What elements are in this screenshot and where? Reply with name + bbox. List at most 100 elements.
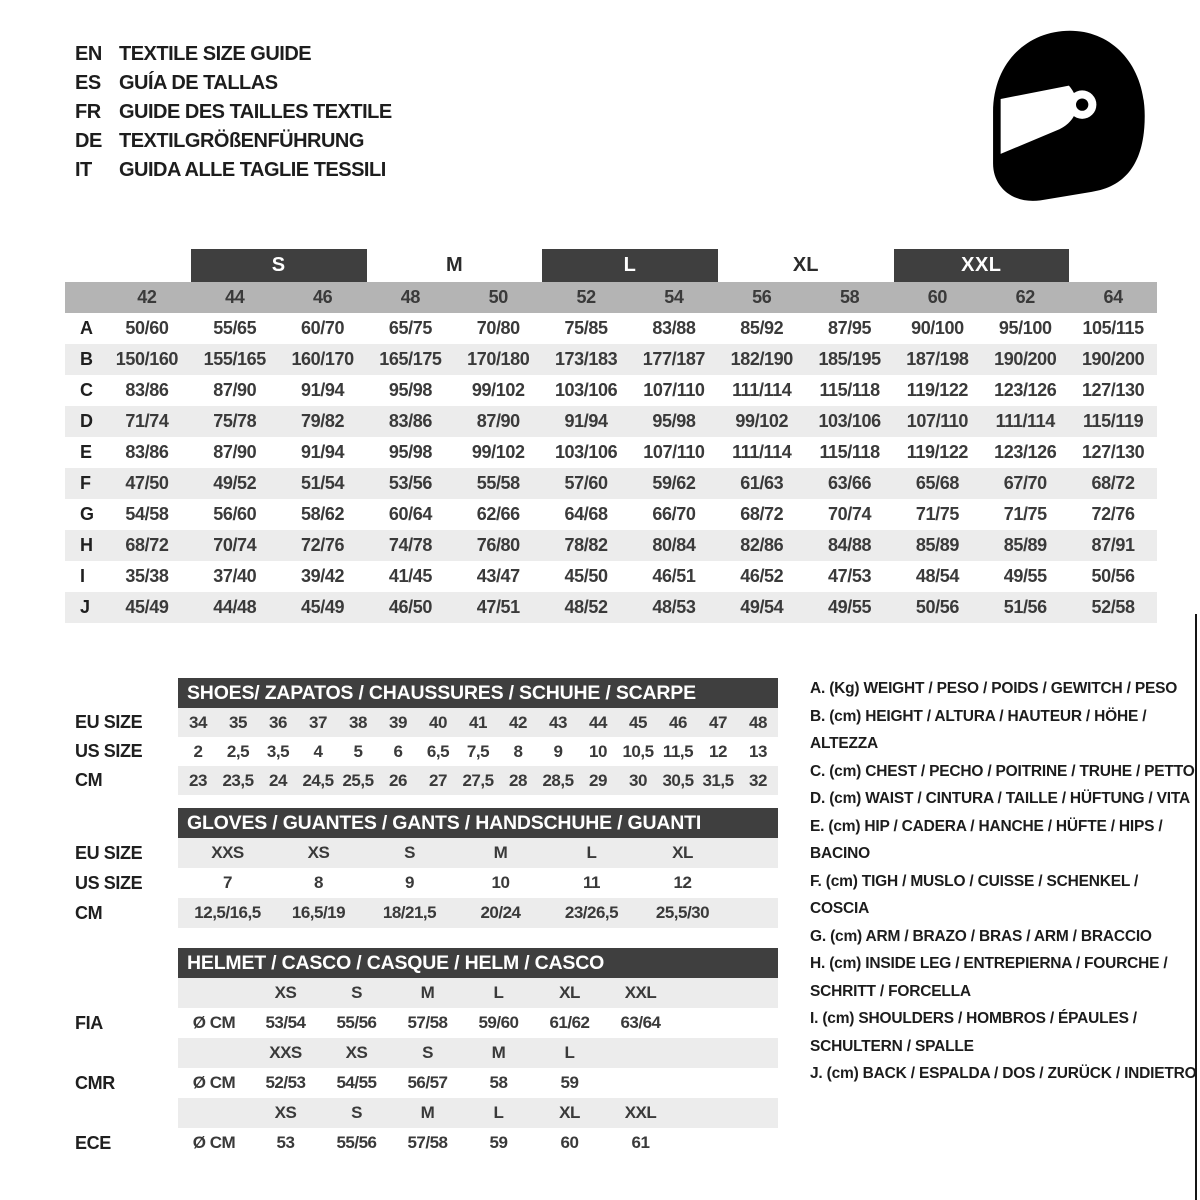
- measure-value: 48/53: [652, 597, 696, 617]
- measure-value: 39/42: [301, 566, 345, 586]
- helmet-value: 59: [489, 1133, 508, 1152]
- size-number: 64: [1103, 287, 1123, 307]
- helmet-value: 59/60: [478, 1013, 519, 1032]
- language-row: ES GUÍA DE TALLAS: [75, 69, 392, 98]
- helmet-size-label: S: [422, 1043, 433, 1062]
- size-band-row: S M L XL XXL: [65, 249, 1157, 282]
- measure-value: 177/187: [642, 349, 706, 369]
- language-title: GUÍA DE TALLAS: [119, 72, 278, 94]
- measure-value: 47/51: [476, 597, 520, 617]
- legend-item: I. (cm) SHOULDERS / HOMBROS / ÉPAULES / …: [810, 1010, 1137, 1055]
- shoes-value: 39: [389, 712, 407, 732]
- measure-value: 173/183: [554, 349, 618, 369]
- language-row: FR GUIDE DES TAILLES TEXTILE: [75, 98, 392, 127]
- gloves-value: 8: [314, 873, 323, 892]
- measure-value: 71/74: [125, 411, 169, 431]
- measure-value: 155/165: [203, 349, 267, 369]
- measure-value: 63/66: [828, 473, 872, 493]
- legend-item: E. (cm) HIP / CADERA / HANCHE / HÜFTE / …: [810, 817, 1163, 863]
- shoes-value: 38: [349, 712, 367, 732]
- gloves-value: 18/21,5: [382, 903, 437, 922]
- helmet-unit-label: Ø CM: [192, 1073, 236, 1092]
- measure-value: 51/54: [301, 473, 345, 493]
- helmet-size-label: M: [491, 1043, 506, 1062]
- shoes-value: 30,5: [662, 770, 694, 790]
- gloves-value: 12: [673, 873, 692, 892]
- size-number: 60: [927, 287, 948, 307]
- shoes-value: 2,5: [226, 741, 250, 761]
- measure-value: 119/122: [906, 442, 969, 462]
- shoes-value: 6,5: [426, 741, 450, 761]
- shoes-value: 26: [389, 770, 407, 790]
- measure-value: 87/91: [1091, 535, 1135, 555]
- measure-value: 107/110: [643, 380, 705, 400]
- language-code: IT: [75, 159, 92, 181]
- legend-item: A. (Kg) WEIGHT / PESO / POIDS / GEWITCH …: [810, 680, 1178, 697]
- helmet-unit-label: Ø CM: [192, 1133, 236, 1152]
- gloves-value: S: [404, 843, 415, 862]
- helmet-size-label: L: [493, 1103, 504, 1122]
- measure-value: 91/94: [301, 442, 345, 462]
- measure-value: 64/68: [564, 504, 608, 524]
- measure-value: 107/110: [643, 442, 705, 462]
- shoes-row-band: 34 35 36 37 38 39 40 41 42 43 44 45 46 47 48: [178, 708, 778, 737]
- size-number: 52: [576, 287, 596, 307]
- gloves-value: 23/26,5: [564, 903, 619, 922]
- shoes-value: 10: [589, 741, 607, 761]
- helmet-size-band: XXS XS S M L: [178, 1038, 778, 1068]
- measure-value: 115/118: [819, 442, 880, 462]
- shoes-row-band: 2 2,5 3,5 4 5 6 6,5 7,5 8 9 10 10,5 11,5 12 13: [178, 737, 778, 766]
- measure-value: 68/72: [740, 504, 784, 524]
- size-number: 50: [488, 287, 509, 307]
- helmet-size-label: L: [493, 983, 504, 1002]
- size-number: 54: [664, 287, 684, 307]
- shoes-value: 9: [553, 741, 563, 761]
- helmet-value: 58: [489, 1073, 508, 1092]
- shoes-value: 23,5: [222, 770, 254, 790]
- language-code: FR: [75, 101, 101, 123]
- measure-row-label: B: [80, 349, 93, 369]
- gloves-value: 12,5/16,5: [194, 903, 261, 922]
- gloves-row-band: XXS XS S M L XL: [178, 838, 778, 868]
- measure-value: 90/100: [911, 318, 964, 338]
- shoes-value: 40: [429, 712, 447, 732]
- helmet-value-row: FIA Ø CM 53/54 55/56 57/58 59/60 61/62 63/64: [75, 1008, 778, 1038]
- helmet-size-label: XS: [345, 1043, 368, 1062]
- helmet-unit-label: Ø CM: [192, 1013, 236, 1032]
- measure-value: 48/52: [564, 597, 608, 617]
- helmet-value: 54/55: [336, 1073, 377, 1092]
- measure-value: 105/115: [1082, 318, 1144, 338]
- helmet-size-label: XL: [559, 983, 580, 1002]
- measure-value: 71/75: [915, 504, 959, 524]
- shoes-value: 35: [229, 712, 247, 732]
- measure-value: 85/89: [1003, 535, 1047, 555]
- gloves-row-label: CM: [75, 902, 103, 923]
- size-band-m: M: [445, 254, 463, 276]
- measure-row: B 150/160 155/165 160/170 165/175 170/180 173/…: [65, 344, 1157, 375]
- size-band-xl: XL: [792, 254, 819, 276]
- measure-value: 72/76: [301, 535, 345, 555]
- helmet-value: 52/53: [265, 1073, 306, 1092]
- measure-row: J 45/49 44/48 45/49 46/50 47/51 48/52 48/53 49/5…: [65, 592, 1157, 623]
- gloves-value: XS: [307, 843, 330, 862]
- helmet-size-label: M: [420, 983, 435, 1002]
- measure-value: 75/78: [213, 411, 257, 431]
- measure-value: 47/50: [125, 473, 169, 493]
- helmet-standard-label: CMR: [75, 1072, 115, 1093]
- helmet-size-table: HELMET / CASCO / CASQUE / HELM / CASCO XS…: [75, 948, 778, 1158]
- measure-value: 111/114: [732, 442, 792, 462]
- shoes-value: 46: [669, 712, 687, 732]
- gloves-value: 25,5/30: [655, 903, 710, 922]
- shoes-value: 7,5: [466, 741, 490, 761]
- measure-value: 85/89: [915, 535, 959, 555]
- helmet-value: 53: [276, 1133, 295, 1152]
- measure-value: 83/88: [652, 318, 696, 338]
- measure-value: 68/72: [1091, 473, 1135, 493]
- measure-value: 60/70: [301, 318, 345, 338]
- helmet-value: 55/56: [336, 1013, 377, 1032]
- measure-value: 87/90: [213, 442, 257, 462]
- shoes-value: 25,5: [342, 770, 374, 790]
- measure-value: 55/65: [213, 318, 257, 338]
- language-code: DE: [75, 130, 102, 152]
- shoes-value: 42: [509, 712, 527, 732]
